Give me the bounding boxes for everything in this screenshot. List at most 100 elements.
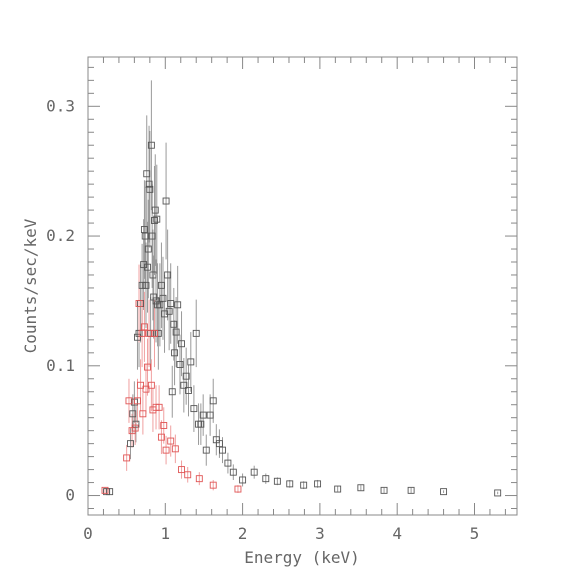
data-point: [229, 468, 237, 476]
data-point: [178, 466, 185, 474]
data-point: [206, 411, 214, 419]
data-point: [123, 454, 131, 462]
data-point: [180, 381, 188, 389]
data-point: [160, 422, 168, 429]
data-point: [195, 475, 203, 483]
data-point: [145, 180, 153, 188]
data-point: [165, 307, 173, 315]
x-axis-label: Energy (keV): [244, 548, 360, 567]
data-point: [171, 445, 179, 453]
data-point: [132, 420, 140, 428]
data-point: [440, 488, 448, 496]
data-point: [334, 485, 342, 493]
data-point: [106, 488, 114, 496]
data-point: [314, 480, 322, 488]
data-point: [239, 476, 247, 484]
error-bars: [104, 80, 499, 495]
data-point: [151, 329, 158, 337]
data-point: [140, 226, 148, 234]
data-point: [174, 301, 182, 309]
data-point: [178, 340, 185, 348]
data-point: [143, 170, 151, 178]
data-point: [150, 293, 158, 301]
data-point: [134, 397, 141, 405]
data-point: [172, 328, 180, 336]
data-point: [148, 232, 156, 240]
data-point: [176, 361, 184, 368]
data-point: [147, 381, 155, 389]
data-point: [137, 381, 145, 389]
data-point: [215, 440, 223, 448]
data-point: [135, 300, 143, 307]
data-point: [300, 481, 308, 489]
data-point: [142, 385, 150, 393]
data-point: [162, 197, 170, 205]
data-point: [262, 475, 270, 483]
data-point: [155, 403, 163, 411]
y-axis-label: Counts/sec/keV: [21, 218, 40, 353]
data-point: [159, 294, 167, 302]
data-point: [125, 397, 133, 405]
x-tick-label: 2: [238, 524, 248, 543]
data-point: [157, 281, 165, 289]
data-point: [146, 185, 154, 193]
y-tick-label: 0.3: [46, 96, 75, 115]
data-point: [131, 424, 139, 432]
data-point: [273, 477, 281, 485]
data-point: [144, 245, 152, 253]
data-point: [145, 329, 153, 337]
data-point: [209, 397, 217, 405]
data-point: [182, 372, 190, 380]
data-point: [197, 420, 205, 428]
x-tick-label: 3: [315, 524, 325, 543]
data-point: [162, 446, 170, 454]
data-point: [144, 363, 151, 371]
data-point: [167, 437, 175, 445]
data-point: [154, 329, 162, 337]
data-point: [167, 300, 175, 307]
data-point: [168, 388, 176, 396]
data-point: [142, 281, 150, 289]
data-point: [139, 410, 147, 418]
data-point: [187, 358, 195, 366]
data-point: [147, 141, 155, 149]
data-point: [164, 271, 172, 279]
x-tick-label: 5: [470, 524, 480, 543]
data-point: [156, 301, 164, 309]
data-point: [138, 329, 146, 337]
data-point: [101, 486, 109, 494]
data-point: [224, 459, 232, 467]
data-point: [153, 215, 161, 223]
data-point: [286, 480, 294, 488]
x-tick-label: 4: [392, 524, 402, 543]
data-point: [219, 446, 226, 454]
y-tick-label: 0.1: [46, 356, 75, 375]
data-point: [149, 271, 157, 279]
data-point: [199, 411, 207, 419]
data-point: [127, 440, 134, 448]
axis-tick-labels: 0 1 2 3 4 5 0 0.1 0.2 0.3: [46, 96, 479, 543]
y-tick-label: 0: [65, 486, 75, 505]
data-point: [357, 484, 365, 492]
data-point: [407, 486, 415, 494]
data-point: [209, 481, 217, 489]
data-point: [190, 405, 198, 413]
data-point: [141, 232, 149, 240]
data-point: [134, 333, 141, 341]
x-tick-label: 1: [160, 524, 170, 543]
data-point: [192, 329, 200, 337]
data-point: [138, 281, 146, 289]
axis-ticks: [87, 57, 517, 515]
data-point: [494, 489, 502, 497]
y-tick-label: 0.2: [46, 226, 75, 245]
data-point: [157, 433, 165, 441]
data-point: [171, 349, 179, 357]
data-point: [140, 323, 148, 331]
data-point: [250, 468, 258, 476]
data-point: [185, 386, 192, 394]
data-markers: [101, 141, 502, 497]
data-point: [170, 320, 178, 328]
data-point: [234, 485, 242, 493]
plot-frame: [87, 56, 518, 516]
